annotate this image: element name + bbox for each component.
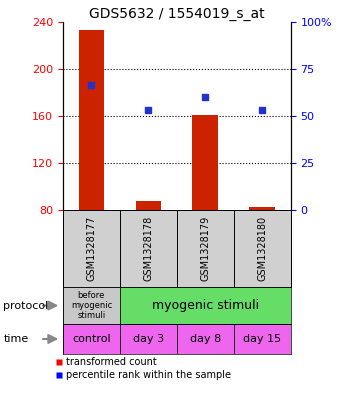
Bar [250,207,275,210]
Title: GDS5632 / 1554019_s_at: GDS5632 / 1554019_s_at [89,7,265,20]
Bar [234,324,291,354]
Bar [79,30,104,210]
Bar [120,324,177,354]
Text: day 8: day 8 [190,334,221,344]
Bar [120,287,291,324]
Text: GSM1328179: GSM1328179 [200,216,210,281]
Text: day 3: day 3 [133,334,164,344]
Bar [136,201,161,210]
Legend: transformed count, percentile rank within the sample: transformed count, percentile rank withi… [51,354,235,384]
Text: myogenic stimuli: myogenic stimuli [152,299,259,312]
Bar [63,324,120,354]
Text: before
myogenic
stimuli: before myogenic stimuli [71,291,112,320]
Text: control: control [72,334,111,344]
Text: time: time [3,334,29,344]
Bar [63,287,120,324]
Text: protocol: protocol [3,301,49,310]
Text: GSM1328178: GSM1328178 [143,216,153,281]
Text: GSM1328177: GSM1328177 [86,216,96,281]
Bar [177,324,234,354]
Text: day 15: day 15 [243,334,281,344]
Text: GSM1328180: GSM1328180 [257,216,267,281]
Bar [192,115,218,210]
